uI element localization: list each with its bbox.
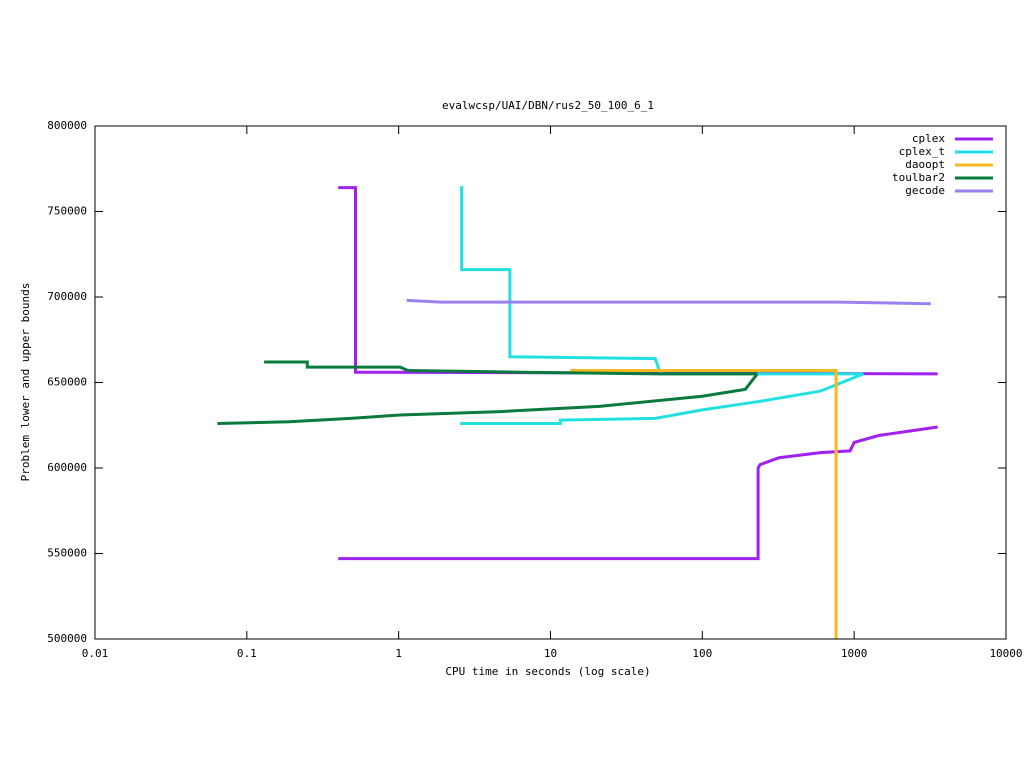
y-tick-label: 800000	[47, 119, 87, 132]
legend-label: daoopt	[905, 158, 945, 171]
legend-label: cplex_t	[899, 145, 945, 158]
series-line	[217, 360, 759, 425]
x-tick-label: 1	[395, 647, 402, 660]
series-line	[406, 298, 931, 306]
y-tick-label: 550000	[47, 547, 87, 560]
y-axis-label: Problem lower and upper bounds	[19, 283, 32, 482]
series-line	[570, 369, 838, 639]
y-tick-label: 750000	[47, 205, 87, 218]
legend-label: cplex	[912, 132, 945, 145]
chart-title: evalwcsp/UAI/DBN/rus2_50_100_6_1	[442, 99, 654, 112]
x-tick-label: 0.1	[237, 647, 257, 660]
x-tick-label: 10000	[989, 647, 1022, 660]
x-axis-label: CPU time in seconds (log scale)	[445, 665, 650, 678]
plot-area	[217, 186, 938, 639]
x-tick-label: 10	[544, 647, 557, 660]
x-tick-label: 1000	[841, 647, 868, 660]
y-tick-label: 650000	[47, 376, 87, 389]
legend-label: gecode	[905, 184, 945, 197]
y-tick-label: 600000	[47, 461, 87, 474]
x-tick-label: 0.01	[82, 647, 109, 660]
x-tick-label: 100	[692, 647, 712, 660]
y-tick-label: 700000	[47, 290, 87, 303]
legend-label: toulbar2	[892, 171, 945, 184]
y-tick-label: 500000	[47, 632, 87, 645]
